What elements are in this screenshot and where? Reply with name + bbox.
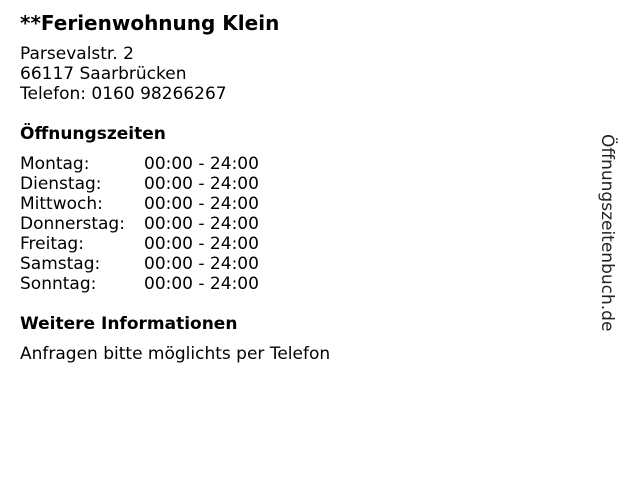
time-range: 00:00 - 24:00 bbox=[144, 174, 259, 194]
day-label: Sonntag: bbox=[20, 274, 97, 294]
hours-row: Donnerstag: 00:00 - 24:00 bbox=[20, 214, 259, 234]
time-range: 00:00 - 24:00 bbox=[144, 254, 259, 274]
hours-row: Dienstag: 00:00 - 24:00 bbox=[20, 174, 259, 194]
day-label: Freitag: bbox=[20, 234, 84, 254]
hours-row: Montag: 00:00 - 24:00 bbox=[20, 154, 259, 174]
page-title: **Ferienwohnung Klein bbox=[20, 11, 280, 35]
hours-heading: Öffnungszeiten bbox=[20, 124, 166, 144]
hours-row: Freitag: 00:00 - 24:00 bbox=[20, 234, 259, 254]
day-label: Montag: bbox=[20, 154, 90, 174]
address-phone: Telefon: 0160 98266267 bbox=[20, 84, 227, 104]
time-range: 00:00 - 24:00 bbox=[144, 214, 259, 234]
hours-row: Mittwoch: 00:00 - 24:00 bbox=[20, 194, 259, 214]
address-city: 66117 Saarbrücken bbox=[20, 64, 187, 84]
info-heading: Weitere Informationen bbox=[20, 314, 238, 334]
day-label: Mittwoch: bbox=[20, 194, 103, 214]
day-label: Samstag: bbox=[20, 254, 101, 274]
time-range: 00:00 - 24:00 bbox=[144, 274, 259, 294]
info-text: Anfragen bitte möglichts per Telefon bbox=[20, 344, 331, 364]
time-range: 00:00 - 24:00 bbox=[144, 234, 259, 254]
day-label: Dienstag: bbox=[20, 174, 102, 194]
time-range: 00:00 - 24:00 bbox=[144, 154, 259, 174]
hours-row: Samstag: 00:00 - 24:00 bbox=[20, 254, 259, 274]
hours-row: Sonntag: 00:00 - 24:00 bbox=[20, 274, 259, 294]
address-street: Parsevalstr. 2 bbox=[20, 44, 134, 64]
hours-table: Montag: 00:00 - 24:00 Dienstag: 00:00 - 24:… bbox=[20, 154, 259, 294]
site-watermark: Öffnungszeitenbuch.de bbox=[597, 134, 617, 332]
time-range: 00:00 - 24:00 bbox=[144, 194, 259, 214]
day-label: Donnerstag: bbox=[20, 214, 125, 234]
address: Parsevalstr. 2 66117 Saarbrücken Telefon… bbox=[20, 44, 227, 104]
